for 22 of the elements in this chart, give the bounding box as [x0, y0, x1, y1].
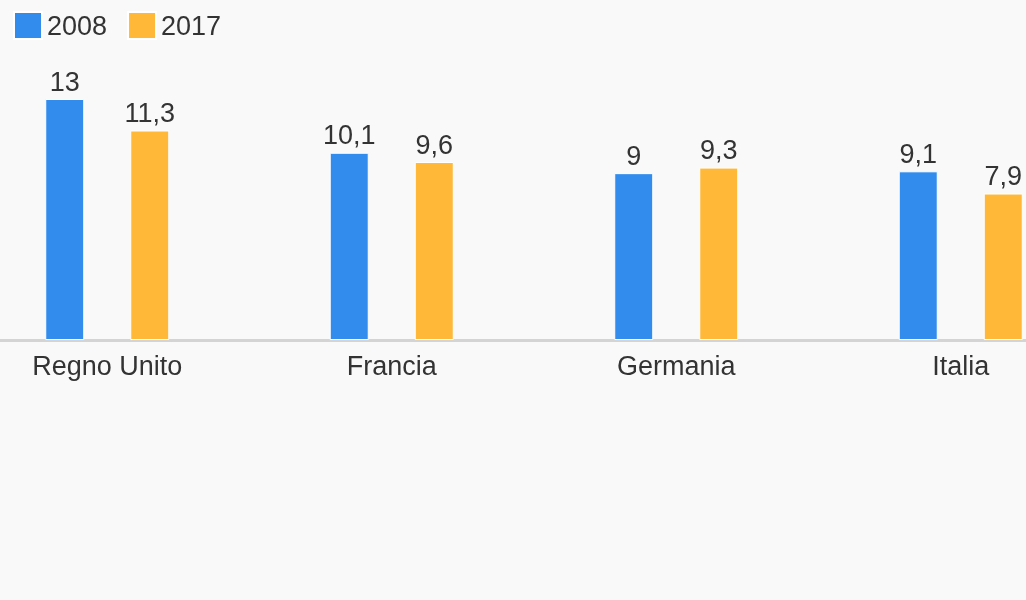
- data-label: 9,3: [699, 135, 738, 166]
- x-tick-label: Francia: [346, 350, 438, 381]
- bar: [699, 167, 739, 340]
- bar: [614, 173, 654, 340]
- bar: [983, 193, 1023, 340]
- bar: [130, 130, 170, 340]
- bar: [45, 99, 85, 340]
- bar: [329, 152, 369, 340]
- data-label: 7,9: [984, 161, 1023, 192]
- legend-label: 2017: [161, 10, 222, 41]
- data-label: 9,6: [415, 129, 454, 160]
- bar: [414, 162, 454, 340]
- x-tick-label: Regno Unito: [32, 350, 183, 381]
- data-label: 9,1: [899, 138, 938, 169]
- data-label: 9: [626, 140, 642, 171]
- legend-label: 2008: [47, 10, 108, 41]
- data-label: 13: [49, 66, 80, 97]
- bar: [898, 171, 938, 340]
- data-label: 11,3: [124, 98, 176, 129]
- x-tick-label: Italia: [932, 350, 991, 381]
- data-label: 10,1: [322, 120, 376, 151]
- x-tick-label: Germania: [616, 350, 737, 381]
